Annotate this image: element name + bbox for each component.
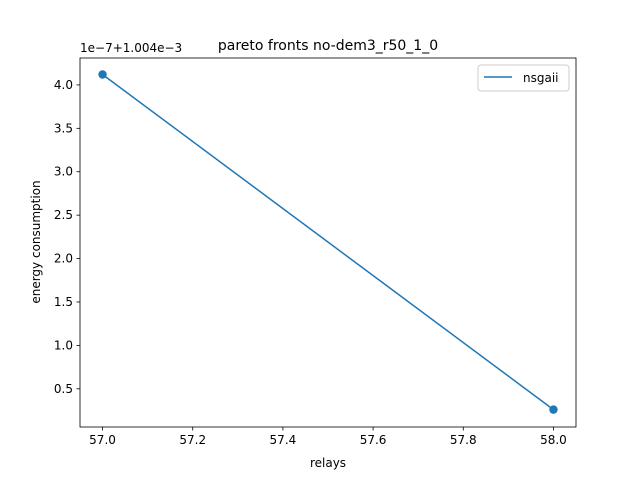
x-axis-ticks: 57.0 57.2 57.4 57.6 57.8 58.0 xyxy=(89,427,567,447)
legend-box xyxy=(477,64,570,92)
y-tick-label: 1.0 xyxy=(54,338,73,352)
series-line-nsgaii xyxy=(102,73,554,411)
x-tick-label: 58.0 xyxy=(540,433,567,447)
y-tick-label: 3.0 xyxy=(54,165,73,179)
x-tick-label: 57.6 xyxy=(360,433,387,447)
legend: nsgaii xyxy=(477,64,570,92)
y-axis-ticks: 0.5 1.0 1.5 2.0 2.5 3.0 3.5 4.0 xyxy=(54,78,80,396)
axes-frame xyxy=(79,57,577,428)
x-tick-label: 57.8 xyxy=(450,433,477,447)
chart-title: pareto fronts no-dem3_r50_1_0 xyxy=(218,38,438,54)
x-tick-label: 57.0 xyxy=(89,433,116,447)
y-axis-offset-text: 1e−7+1.004e−3 xyxy=(80,41,182,55)
y-axis-label: energy consumption xyxy=(29,180,43,303)
series-layer xyxy=(98,70,558,414)
y-tick-label: 1.5 xyxy=(54,295,73,309)
x-axis-label: relays xyxy=(310,456,346,470)
y-tick-label: 4.0 xyxy=(54,78,73,92)
data-point xyxy=(98,70,107,79)
data-point xyxy=(549,405,558,414)
x-tick-label: 57.2 xyxy=(179,433,206,447)
x-tick-label: 57.4 xyxy=(270,433,297,447)
y-tick-label: 2.5 xyxy=(54,208,73,222)
legend-label-nsgaii: nsgaii xyxy=(523,71,559,85)
y-tick-label: 2.0 xyxy=(54,252,73,266)
y-tick-label: 3.5 xyxy=(54,121,73,135)
y-tick-label: 0.5 xyxy=(54,382,73,396)
